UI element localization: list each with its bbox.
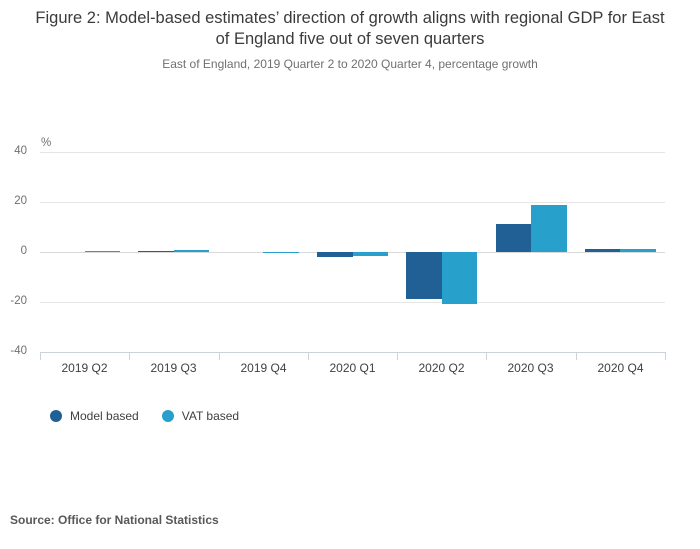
y-axis-unit-label: % xyxy=(41,137,52,149)
gridline-y--20 xyxy=(40,302,665,303)
bar-model-based-2020-q3[interactable] xyxy=(495,224,532,252)
x-axis-tick-icon xyxy=(40,352,41,360)
bar-vat-based-2019-q2[interactable] xyxy=(84,251,121,252)
bar-model-based-2020-q2[interactable] xyxy=(406,252,442,299)
bar-vat-based-2020-q1[interactable] xyxy=(352,252,388,257)
bar-model-based-2020-q4[interactable] xyxy=(584,248,621,252)
y-axis-tick--20: -20 xyxy=(10,295,27,307)
bar-model-based-2020-q1[interactable] xyxy=(317,252,353,257)
x-axis-label-2020-q4: 2020 Q4 xyxy=(597,361,644,375)
x-axis-label-2020-q3: 2020 Q3 xyxy=(507,361,554,375)
legend-swatch-vat-based-icon xyxy=(161,410,174,422)
legend-label-model-based: Model based xyxy=(70,409,139,423)
legend-item-vat-based[interactable]: VAT based xyxy=(161,409,240,423)
bar-vat-based-2019-q4[interactable] xyxy=(263,252,299,253)
x-axis-label-2019-q4: 2019 Q4 xyxy=(240,361,287,375)
gridline-y--40 xyxy=(40,352,665,353)
chart-legend: Model based VAT based xyxy=(50,409,239,423)
figure-title: Figure 2: Model-based estimates’ directi… xyxy=(35,9,665,48)
source-note: Source: Office for National Statistics xyxy=(10,513,219,527)
x-axis-tick-icon xyxy=(486,352,487,360)
figure-subtitle: East of England, 2019 Quarter 2 to 2020 … xyxy=(162,57,538,71)
legend-swatch-model-based-icon xyxy=(50,410,62,422)
x-axis-label-2019-q3: 2019 Q3 xyxy=(150,361,197,375)
x-axis-tick-icon xyxy=(308,352,309,360)
x-axis-tick-icon xyxy=(576,352,577,360)
bar-vat-based-2020-q2[interactable] xyxy=(441,252,478,305)
x-axis-tick-icon xyxy=(129,352,130,360)
x-axis-label-2020-q2: 2020 Q2 xyxy=(418,361,465,375)
y-axis-tick--40: -40 xyxy=(10,345,27,357)
x-axis-tick-icon xyxy=(397,352,398,360)
gridline-y-40 xyxy=(40,152,665,153)
x-axis-tick-icon xyxy=(219,352,220,360)
bar-vat-based-2019-q3[interactable] xyxy=(173,250,210,253)
legend-label-vat-based: VAT based xyxy=(181,409,240,423)
bar-vat-based-2020-q3[interactable] xyxy=(531,205,567,253)
y-axis-tick-40: 40 xyxy=(14,145,27,157)
bar-vat-based-2020-q4[interactable] xyxy=(620,249,656,252)
gridline-y-20 xyxy=(40,202,665,203)
x-axis-label-2019-q2: 2019 Q2 xyxy=(61,361,108,375)
x-axis-label-2020-q1: 2020 Q1 xyxy=(329,361,376,375)
y-axis-tick-20: 20 xyxy=(14,195,27,207)
x-axis-tick-icon xyxy=(665,352,666,360)
legend-item-model-based[interactable]: Model based xyxy=(50,409,139,423)
bar-model-based-2019-q3[interactable] xyxy=(138,251,174,253)
y-axis-tick-0: 0 xyxy=(20,245,27,257)
